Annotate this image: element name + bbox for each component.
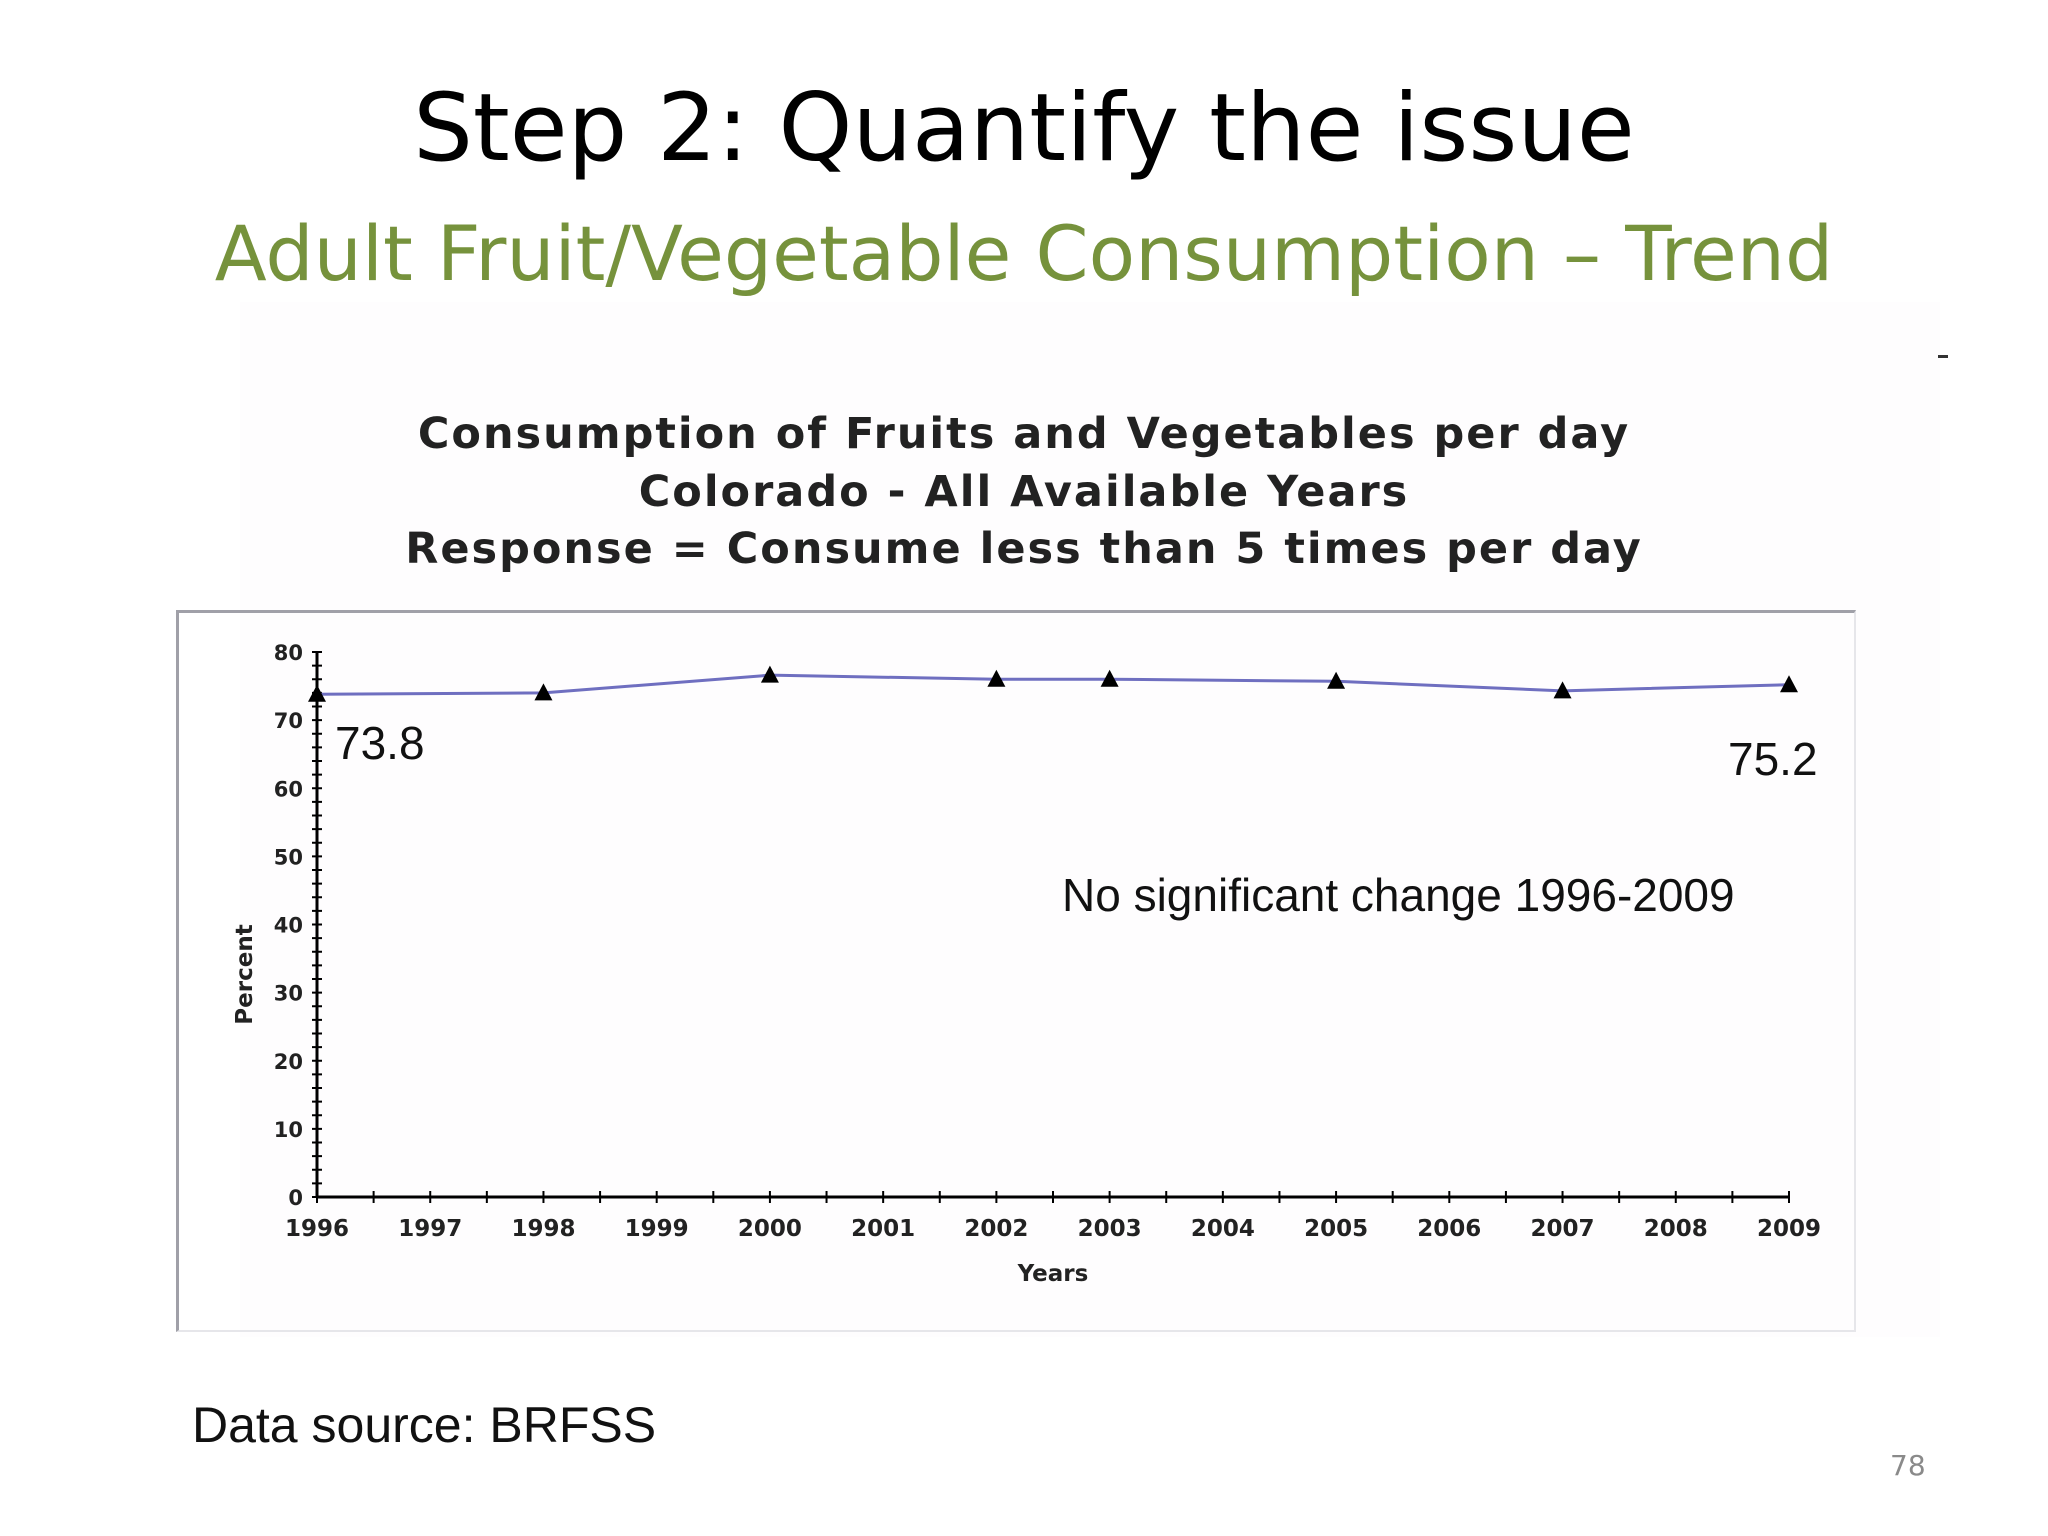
- axes: 0 10 20 30 40 50 60 70 80 1996 1997 1998 1999 2000 200…: [274, 641, 1821, 1242]
- x-tick-label: 2006: [1417, 1216, 1481, 1242]
- data-point-marker: [987, 669, 1006, 687]
- y-tick-label: 50: [274, 845, 303, 869]
- y-tick-label: 80: [274, 641, 303, 665]
- y-tick-label: 20: [274, 1050, 303, 1074]
- x-tick-label: 2001: [851, 1216, 915, 1242]
- y-tick-label: 70: [274, 709, 303, 733]
- y-tick-label: 30: [274, 982, 303, 1006]
- y-tick-label: 0: [288, 1186, 303, 1210]
- data-point-marker: [1553, 681, 1572, 699]
- dash-mark: [1938, 355, 1948, 358]
- data-point-marker: [1327, 671, 1346, 689]
- x-tick-label: 2004: [1191, 1216, 1255, 1242]
- data-point-marker: [534, 683, 553, 701]
- data-point-marker: [1780, 675, 1798, 693]
- data-point-marker: [760, 665, 779, 683]
- x-tick-label: 2009: [1757, 1216, 1821, 1242]
- chart-title-line-1: Consumption of Fruits and Vegetables per…: [417, 409, 1631, 459]
- x-axis-label: Years: [1017, 1261, 1089, 1287]
- chart-title-line-2: Colorado - All Available Years: [638, 467, 1410, 517]
- start-value-label: 73.8: [335, 717, 425, 769]
- y-tick-label: 40: [274, 914, 303, 938]
- data-source: Data source: BRFSS: [192, 1397, 657, 1453]
- end-value-label: 75.2: [1728, 733, 1818, 785]
- no-change-note: No significant change 1996-2009: [1062, 869, 1735, 921]
- plot-frame: [176, 610, 1856, 1332]
- x-tick-label: 1999: [625, 1216, 689, 1242]
- x-tick-label: 2007: [1531, 1216, 1595, 1242]
- x-tick-label: 2000: [738, 1216, 802, 1242]
- data-point-marker: [1100, 669, 1119, 687]
- chart-panel: [240, 302, 1940, 1337]
- x-tick-label: 2003: [1078, 1216, 1142, 1242]
- series: [308, 665, 1798, 702]
- chart-title-line-3: Response = Consume less than 5 times per…: [405, 524, 1643, 574]
- slide-title: Step 2: Quantify the issue: [413, 74, 1635, 183]
- x-tick-label: 2005: [1304, 1216, 1368, 1242]
- x-tick-label: 2008: [1644, 1216, 1708, 1242]
- y-tick-label: 60: [274, 777, 303, 801]
- x-tick-label: 2002: [964, 1216, 1028, 1242]
- slide-subtitle: Adult Fruit/Vegetable Consumption – Tren…: [214, 209, 1834, 298]
- x-tick-label: 1996: [285, 1216, 349, 1242]
- x-tick-label: 1997: [398, 1216, 462, 1242]
- data-point-marker: [308, 684, 326, 702]
- page-number: 78: [1890, 1449, 1926, 1482]
- y-tick-label: 10: [274, 1118, 303, 1142]
- y-axis-label: Percent: [232, 924, 258, 1024]
- x-tick-label: 1998: [511, 1216, 575, 1242]
- series-line: [316, 673, 1790, 696]
